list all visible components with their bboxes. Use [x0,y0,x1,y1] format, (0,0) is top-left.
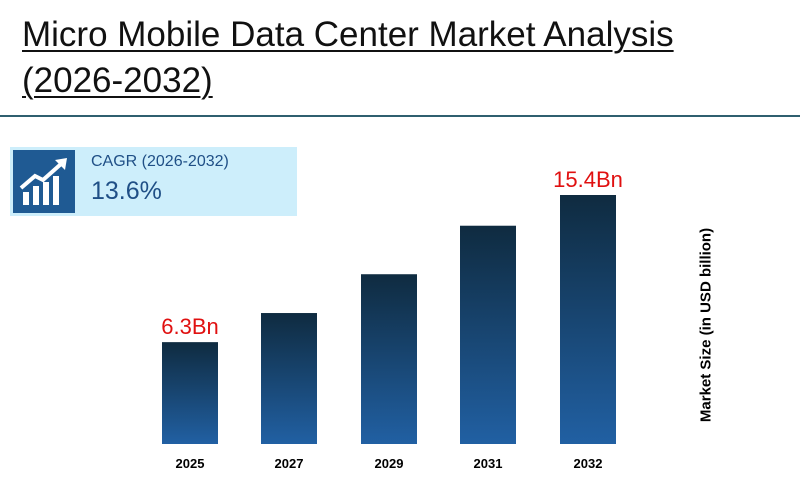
cagr-value: 13.6% [91,177,162,205]
data-label: 6.3Bn [161,314,219,339]
bar-2029 [361,274,417,444]
cagr-label: CAGR (2026-2032) [91,153,229,170]
y-axis-label: Market Size (in USD billion) [697,227,715,423]
x-tick-label: 2031 [474,456,503,471]
page-title: Micro Mobile Data Center Market Analysis… [22,15,674,100]
x-tick-label: 2027 [275,456,304,471]
data-label: 15.4Bn [553,167,623,192]
bar-2025 [162,342,218,444]
bar-2027 [261,313,317,444]
bar-2032 [560,195,616,444]
growth-chart-icon [13,150,75,213]
x-tick-label: 2029 [375,456,404,471]
x-tick-label: 2025 [176,456,205,471]
divider [0,115,800,117]
x-tick-label: 2032 [574,456,603,471]
bar-2031 [460,225,516,444]
cagr-badge: CAGR (2026-2032) 13.6% [10,147,297,216]
